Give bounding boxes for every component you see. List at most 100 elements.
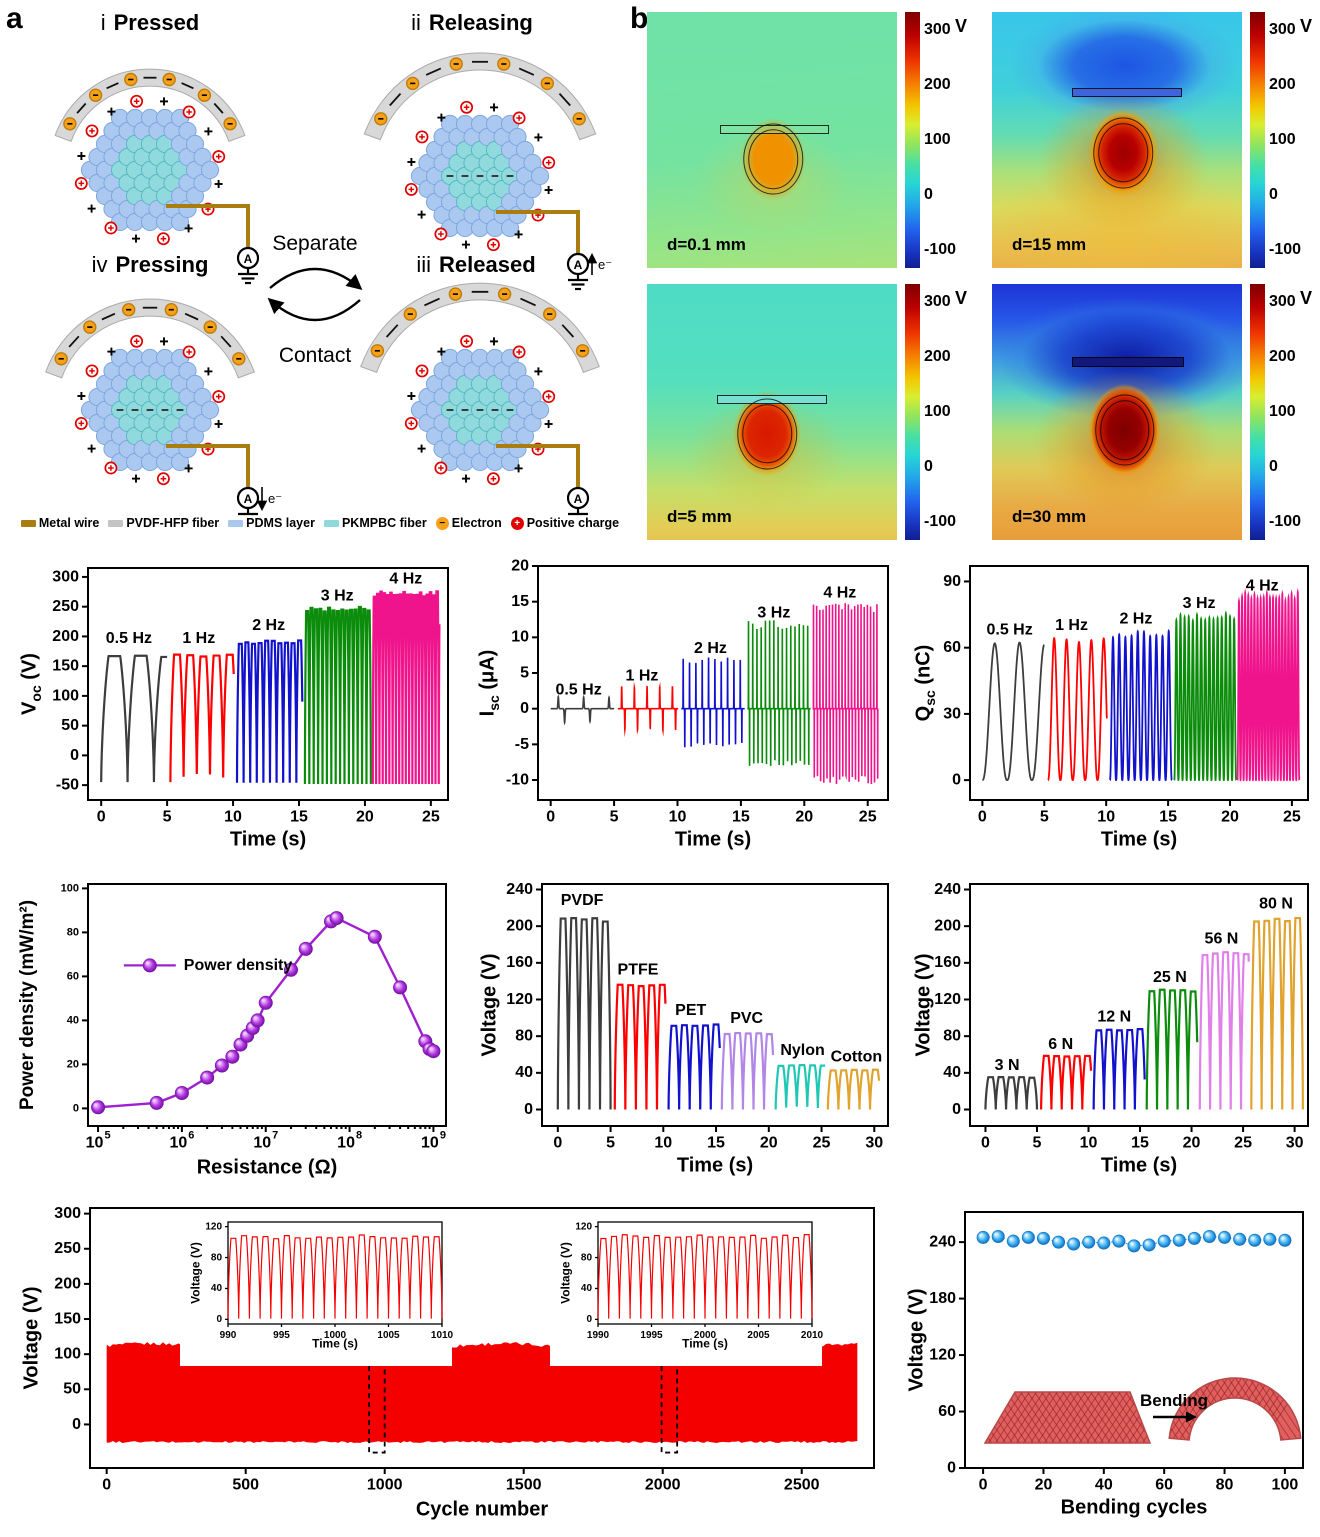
legend-swatch-icon bbox=[323, 519, 339, 527]
field-map-unit-1: d=15 mm 300 200 100 0 -100 V bbox=[992, 12, 1317, 270]
metal-wire bbox=[166, 444, 250, 488]
force-voltage-chart-canvas bbox=[900, 866, 1320, 1196]
legend-label: PDMS layer bbox=[246, 516, 315, 530]
legend-label: Positive charge bbox=[526, 516, 620, 530]
separate-arrow bbox=[269, 267, 363, 291]
map-label: d=0.1 mm bbox=[667, 235, 746, 255]
colorbar-tick: 100 bbox=[1269, 131, 1296, 148]
panel-a-legend: Metal wire PVDF-HFP fiber PDMS layer PKMPBC… bbox=[0, 516, 640, 530]
potential-map-d15mm: d=15 mm bbox=[992, 12, 1242, 268]
legend-swatch-icon bbox=[20, 519, 36, 527]
metal-wire bbox=[166, 204, 250, 248]
svg-text:A: A bbox=[244, 252, 253, 266]
colorbar bbox=[1250, 284, 1265, 540]
pvdf-hfp-membrane bbox=[54, 68, 246, 142]
colorbar-tick: 0 bbox=[1269, 458, 1278, 476]
plate-outline bbox=[1072, 87, 1182, 97]
colorbar-ticks: 300 200 100 0 -100 bbox=[924, 12, 966, 268]
panel-label-a: a bbox=[6, 2, 23, 35]
colorbar-unit: V bbox=[955, 16, 968, 36]
colorbar-tick: -100 bbox=[924, 513, 957, 531]
field-map-unit-2: d=5 mm 300 200 100 0 -100 V bbox=[647, 284, 972, 542]
colorbar-tick: 300 bbox=[1269, 20, 1296, 38]
legend-charge-icon: − bbox=[435, 516, 449, 530]
panel-e-qsc-chart bbox=[900, 548, 1320, 866]
fiber-outline-outer bbox=[743, 123, 803, 195]
colorbar-tick: 300 bbox=[924, 20, 951, 38]
panel-label-b: b bbox=[630, 2, 649, 35]
colorbar-tick: 200 bbox=[1269, 347, 1296, 365]
potential-map-d0.1mm: d=0.1 mm bbox=[647, 12, 897, 268]
panel-d-isc-chart bbox=[460, 548, 900, 866]
durability-chart-canvas bbox=[0, 1196, 893, 1537]
state-title-iii: iii Released bbox=[416, 252, 535, 277]
legend-label: PVDF-HFP fiber bbox=[126, 516, 220, 530]
panel-h-force-chart bbox=[900, 866, 1320, 1196]
cycle-label-separate: Separate bbox=[272, 232, 357, 255]
colorbar-tick: 200 bbox=[924, 347, 951, 365]
fiber-outline-outer bbox=[1093, 117, 1153, 189]
colorbar-tick: 100 bbox=[1269, 403, 1296, 420]
colorbar-tick: 100 bbox=[924, 131, 951, 148]
colorbar-unit: V bbox=[955, 288, 968, 308]
field-map-unit-3: d=30 mm 300 200 100 0 -100 V bbox=[992, 284, 1317, 542]
fiber-outline-inner bbox=[1099, 400, 1150, 460]
colorbar-tick: 0 bbox=[924, 186, 933, 204]
svg-text:A: A bbox=[244, 492, 253, 506]
colorbar-tick: -100 bbox=[1269, 241, 1302, 259]
cycle-label-contact: Contact bbox=[279, 344, 352, 367]
electron-flow-label: e⁻ bbox=[268, 491, 282, 506]
legend-item-metal-wire: Metal wire bbox=[20, 516, 99, 530]
power-density-chart-canvas bbox=[0, 866, 460, 1196]
legend-label: Electron bbox=[451, 516, 502, 530]
legend-item-pkmpbc-fiber: PKMPBC fiber bbox=[323, 516, 427, 530]
materials-voltage-chart-canvas bbox=[460, 866, 900, 1196]
colorbar-unit: V bbox=[1300, 288, 1313, 308]
fiber-outline-inner bbox=[742, 403, 792, 464]
map-label: d=15 mm bbox=[1012, 235, 1087, 255]
legend-swatch-icon bbox=[228, 519, 244, 527]
colorbar-ticks: 300 200 100 0 -100 bbox=[924, 284, 966, 540]
pdms-fiber bbox=[200, 160, 220, 180]
colorbar-tick: 0 bbox=[1269, 186, 1278, 204]
contact-arrow bbox=[267, 297, 361, 322]
isc-time-chart-canvas bbox=[460, 548, 900, 866]
colorbar-tick: 300 bbox=[1269, 292, 1296, 310]
colorbar-unit: V bbox=[1300, 16, 1313, 36]
fiber-outline-outer bbox=[737, 398, 797, 470]
legend-item-electron: − Electron bbox=[435, 516, 502, 530]
svg-text:A: A bbox=[574, 492, 583, 506]
colorbar-ticks: 300 200 100 0 -100 bbox=[1269, 12, 1311, 268]
colorbar-ticks: 300 200 100 0 -100 bbox=[1269, 284, 1311, 540]
bending-cycles-chart-canvas bbox=[893, 1196, 1320, 1537]
legend-label: PKMPBC fiber bbox=[341, 516, 427, 530]
svg-text:A: A bbox=[574, 258, 583, 272]
colorbar-tick: 200 bbox=[1269, 75, 1296, 93]
voc-time-chart-canvas bbox=[0, 548, 460, 866]
colorbar bbox=[1250, 12, 1265, 268]
colorbar-tick: 300 bbox=[924, 292, 951, 310]
panel-i-durability-chart bbox=[0, 1196, 893, 1537]
qsc-time-chart-canvas bbox=[900, 548, 1320, 866]
metal-wire bbox=[496, 210, 580, 254]
state-title-i: i Pressed bbox=[101, 10, 200, 35]
pdms-fiber bbox=[530, 400, 550, 420]
fiber-outline-inner bbox=[1098, 123, 1148, 183]
colorbar-tick: 200 bbox=[924, 75, 951, 93]
panel-j-bending-chart bbox=[893, 1196, 1320, 1537]
fiber-outline-inner bbox=[748, 129, 798, 189]
metal-wire bbox=[496, 444, 580, 488]
panel-g-materials-chart bbox=[460, 866, 900, 1196]
colorbar-tick: 0 bbox=[924, 458, 933, 476]
map-label: d=30 mm bbox=[1012, 507, 1087, 527]
pvdf-hfp-membrane bbox=[360, 282, 600, 374]
colorbar-tick: 100 bbox=[924, 403, 951, 420]
fiber-outline-outer bbox=[1094, 394, 1155, 466]
pdms-fiber bbox=[530, 166, 550, 186]
pvdf-hfp-membrane bbox=[363, 52, 597, 141]
colorbar bbox=[905, 284, 920, 540]
legend-item-pvdf-hfp-fiber: PVDF-HFP fiber bbox=[108, 516, 219, 530]
